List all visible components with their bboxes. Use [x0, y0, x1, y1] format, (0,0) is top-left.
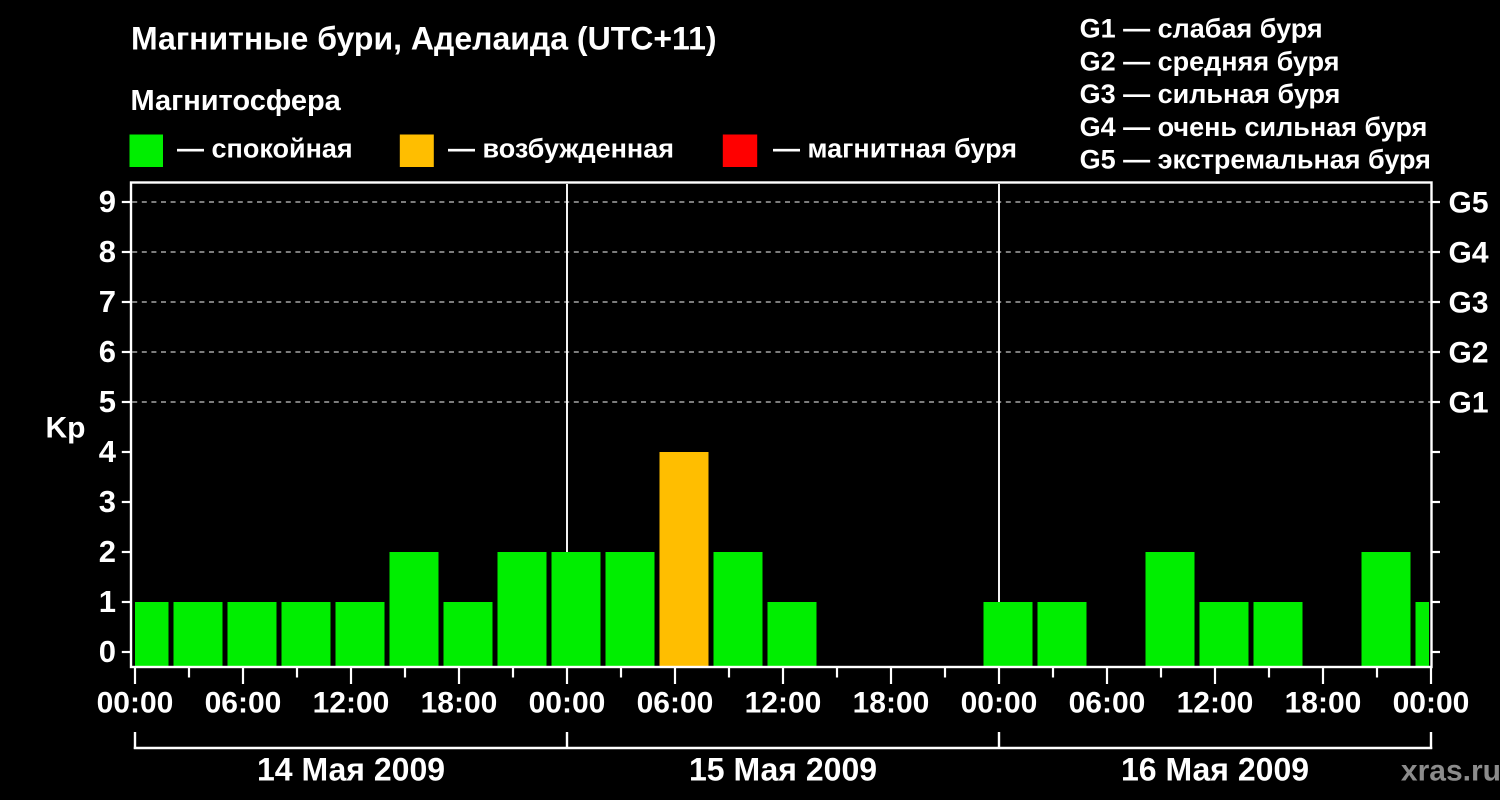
- svg-text:14 Мая 2009: 14 Мая 2009: [257, 752, 445, 788]
- svg-text:00:00: 00:00: [97, 687, 174, 720]
- svg-text:— возбужденная: — возбужденная: [448, 134, 674, 164]
- svg-text:00:00: 00:00: [529, 687, 606, 720]
- svg-text:06:00: 06:00: [637, 687, 714, 720]
- svg-text:4: 4: [99, 434, 117, 469]
- svg-text:5: 5: [99, 384, 116, 419]
- svg-text:12:00: 12:00: [313, 687, 390, 720]
- svg-text:0: 0: [99, 634, 116, 669]
- svg-text:G5: G5: [1449, 187, 1489, 220]
- svg-text:9: 9: [99, 184, 116, 219]
- svg-text:— спокойная: — спокойная: [177, 134, 353, 164]
- svg-text:— магнитная буря: — магнитная буря: [773, 134, 1017, 164]
- svg-text:Магнитные бури, Аделаида (UTC+: Магнитные бури, Аделаида (UTC+11): [131, 21, 717, 57]
- svg-text:12:00: 12:00: [745, 687, 822, 720]
- svg-text:12:00: 12:00: [1177, 687, 1254, 720]
- svg-text:18:00: 18:00: [421, 687, 498, 720]
- svg-text:G5 — экстремальная буря: G5 — экстремальная буря: [1080, 145, 1431, 175]
- svg-text:G1: G1: [1449, 387, 1489, 420]
- svg-text:G1 — слабая буря: G1 — слабая буря: [1080, 14, 1323, 44]
- svg-text:00:00: 00:00: [1393, 687, 1470, 720]
- svg-text:G3: G3: [1449, 287, 1489, 320]
- svg-text:G4: G4: [1449, 237, 1489, 270]
- svg-text:G2 — средняя буря: G2 — средняя буря: [1080, 46, 1340, 76]
- svg-text:7: 7: [99, 284, 116, 319]
- svg-text:8: 8: [99, 234, 116, 269]
- svg-text:G2: G2: [1449, 337, 1489, 370]
- svg-text:xras.ru: xras.ru: [1401, 755, 1500, 788]
- svg-text:6: 6: [99, 334, 116, 369]
- svg-text:Магнитосфера: Магнитосфера: [131, 85, 342, 117]
- svg-text:1: 1: [99, 584, 116, 619]
- svg-text:G3 — сильная буря: G3 — сильная буря: [1080, 79, 1341, 109]
- svg-text:16 Мая 2009: 16 Мая 2009: [1121, 752, 1309, 788]
- svg-text:06:00: 06:00: [1069, 687, 1146, 720]
- svg-text:18:00: 18:00: [1285, 687, 1362, 720]
- svg-text:Kp: Kp: [46, 412, 86, 445]
- svg-text:18:00: 18:00: [853, 687, 930, 720]
- svg-text:15 Мая 2009: 15 Мая 2009: [689, 752, 877, 788]
- svg-text:3: 3: [99, 484, 116, 519]
- svg-text:00:00: 00:00: [961, 687, 1038, 720]
- svg-text:G4 — очень сильная буря: G4 — очень сильная буря: [1080, 112, 1428, 142]
- svg-text:2: 2: [99, 534, 116, 569]
- svg-text:06:00: 06:00: [205, 687, 282, 720]
